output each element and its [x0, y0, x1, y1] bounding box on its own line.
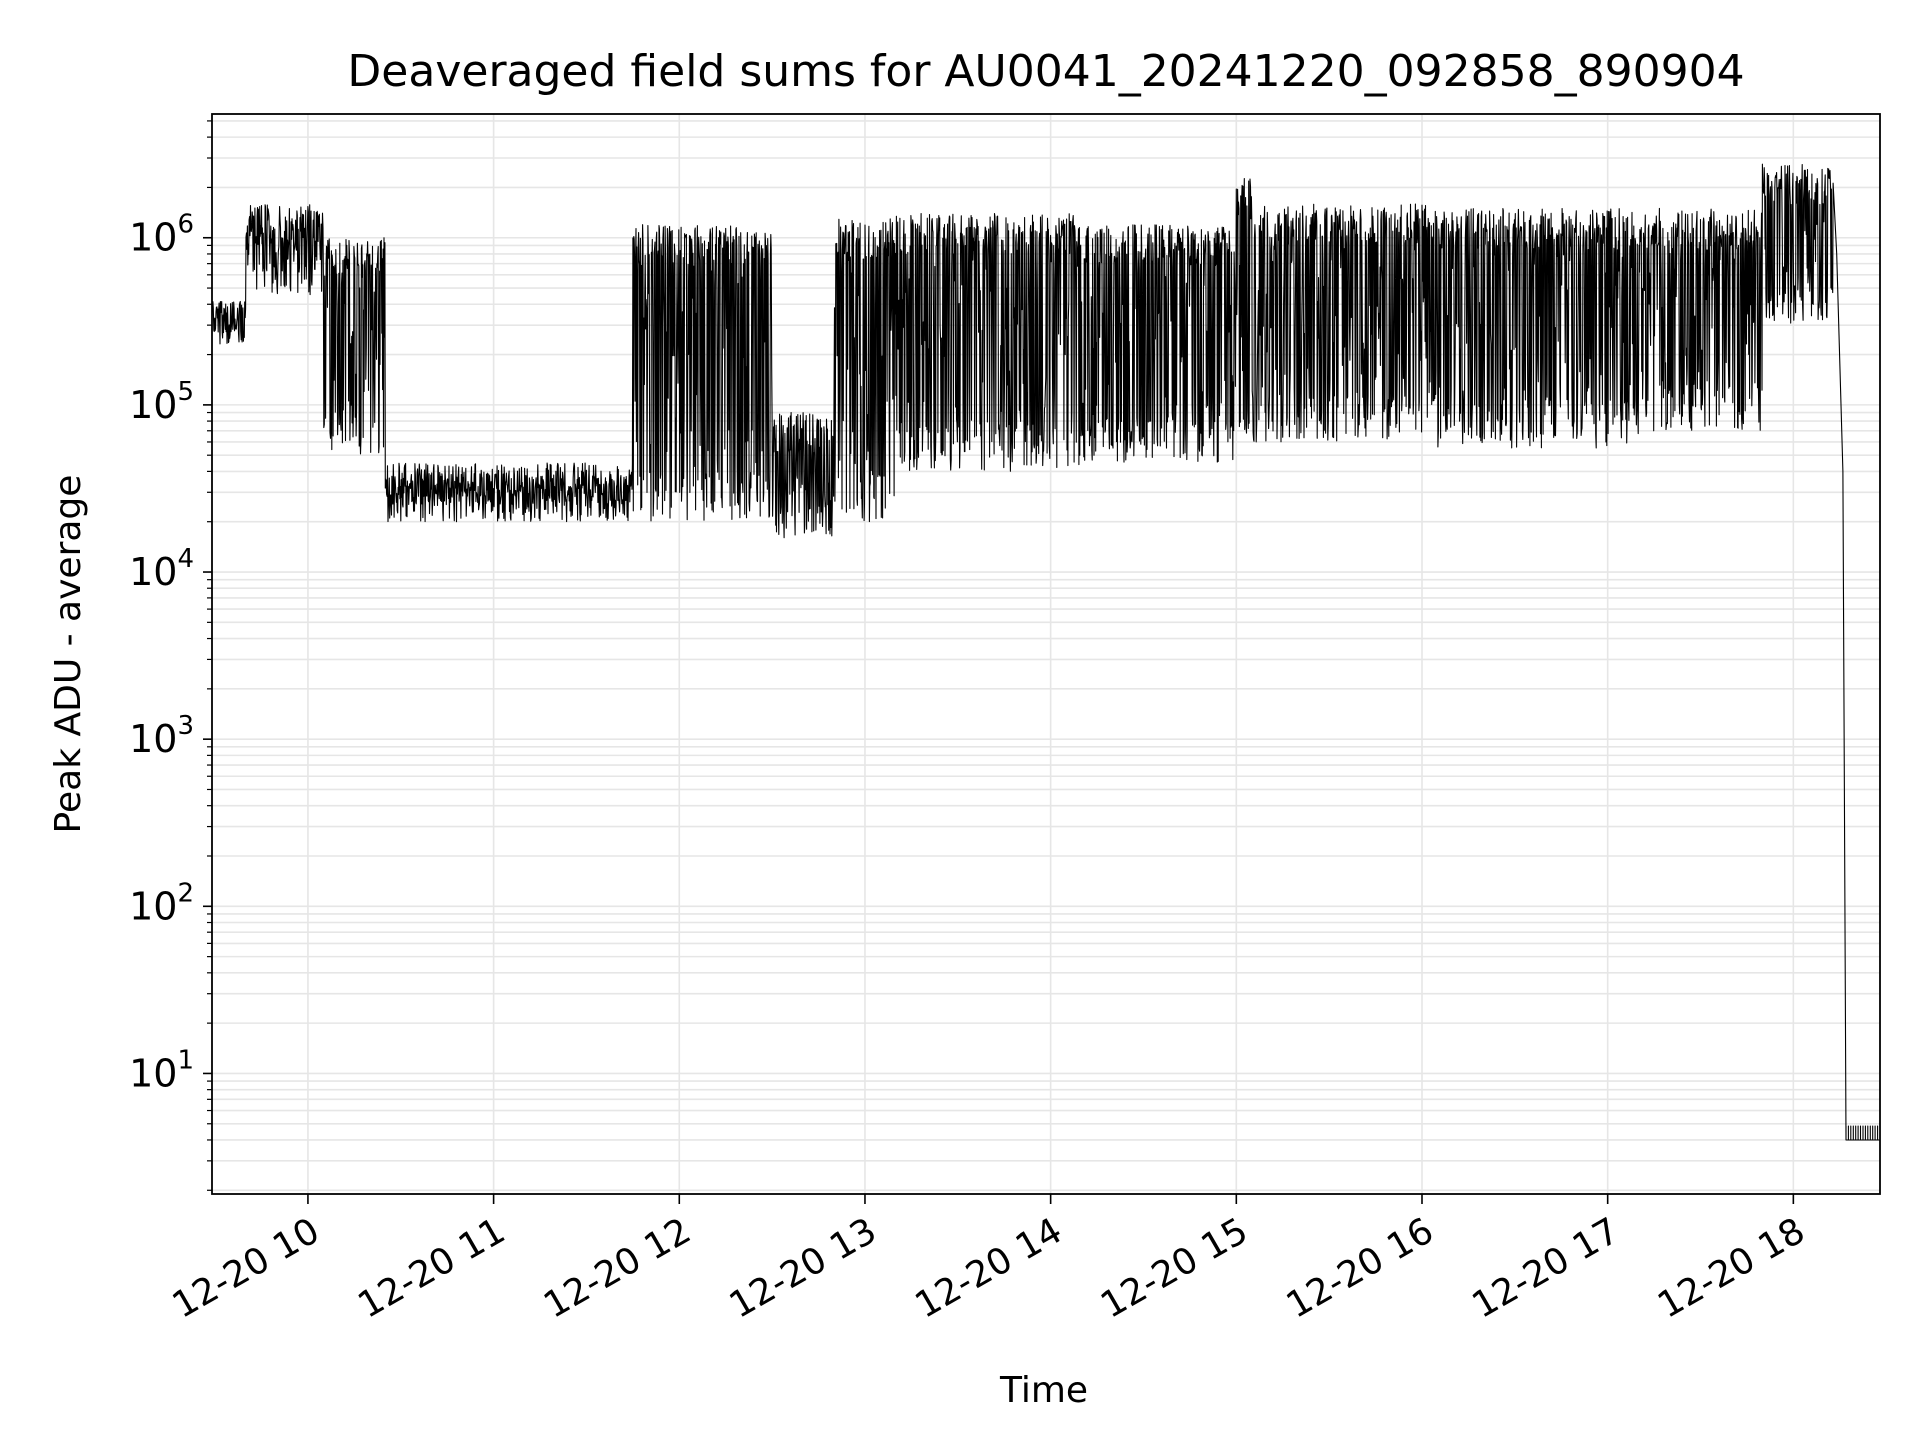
x-tick-label: 12-20 13 — [723, 1210, 884, 1326]
y-tick-label: 101 — [129, 1045, 194, 1095]
y-tick-label-base: 10 — [129, 550, 177, 594]
y-tick-label: 102 — [129, 878, 194, 928]
x-tick-label: 12-20 16 — [1280, 1210, 1441, 1326]
y-tick-label-base: 10 — [129, 717, 177, 761]
y-axis-label: Peak ADU - average — [48, 475, 89, 834]
y-tick-label: 105 — [129, 377, 194, 427]
y-tick-label-exponent: 6 — [177, 210, 194, 240]
x-axis-label: Time — [999, 1370, 1088, 1411]
y-tick-label-exponent: 4 — [177, 544, 194, 574]
y-tick-label-base: 10 — [129, 1051, 177, 1095]
y-tick-label: 106 — [129, 210, 194, 260]
y-tick-label: 103 — [129, 711, 194, 761]
y-tick-label-exponent: 3 — [177, 711, 194, 741]
y-tick-label-exponent: 2 — [177, 878, 194, 908]
y-tick-label-base: 10 — [129, 383, 177, 427]
x-tick-label: 12-20 18 — [1651, 1210, 1812, 1326]
x-tick-label: 12-20 11 — [351, 1210, 512, 1326]
axes-frame — [211, 113, 1881, 1195]
y-tick-label-base: 10 — [129, 216, 177, 260]
plot-area — [211, 163, 1880, 1141]
x-tick-label: 12-20 10 — [166, 1210, 327, 1326]
y-tick-label-exponent: 5 — [177, 377, 194, 407]
y-tick-label: 104 — [129, 544, 194, 594]
x-tick-label: 12-20 15 — [1094, 1210, 1255, 1326]
y-tick-label-exponent: 1 — [177, 1045, 194, 1075]
x-tick-label: 12-20 14 — [908, 1210, 1069, 1326]
x-tick-label: 12-20 17 — [1465, 1210, 1626, 1326]
x-tick-label: 12-20 12 — [537, 1210, 698, 1326]
y-tick-label-base: 10 — [129, 884, 177, 928]
chart-title: Deaveraged field sums for AU0041_2024122… — [347, 46, 1744, 97]
series-line — [211, 163, 1880, 1141]
